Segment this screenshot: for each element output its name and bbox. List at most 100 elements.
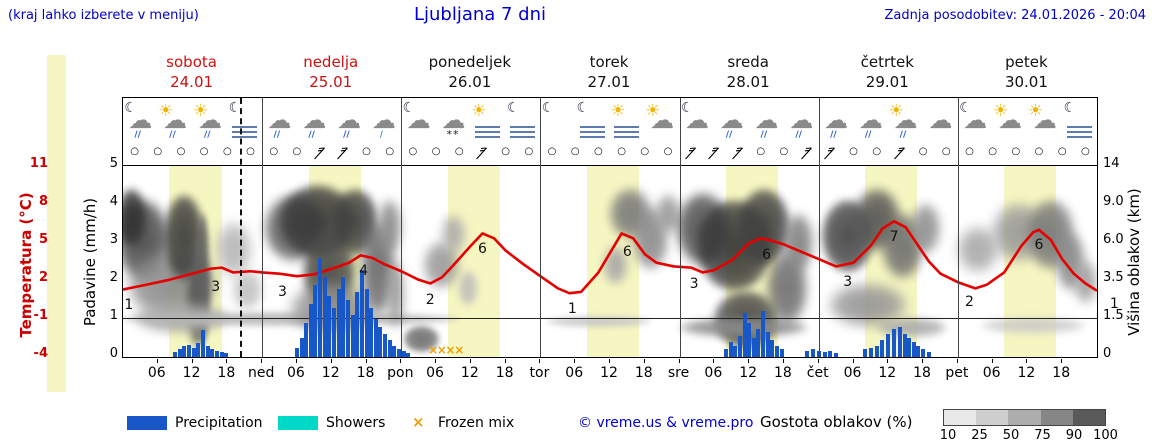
time-tick-label: čet <box>806 365 829 381</box>
time-tick <box>817 359 819 363</box>
precip-bar <box>205 345 210 357</box>
moon-icon: ☾ <box>507 100 520 116</box>
day-date: 30.01 <box>1004 72 1048 91</box>
precip-bar <box>210 348 215 357</box>
temp-value-label: 6 <box>1034 237 1044 254</box>
cloud-icon: ☁ <box>371 106 396 134</box>
weather-icon: ☀ ☁ <box>992 100 1028 142</box>
precip-bar <box>341 277 346 357</box>
temp-value-label: 4 <box>359 262 369 279</box>
day-header: četrtek 29.01 <box>861 53 914 92</box>
precip-bar <box>294 347 299 357</box>
wind-calm-icon: ○ <box>408 146 418 157</box>
cloud-icon: ☁ <box>754 106 779 134</box>
precip-bar <box>173 352 178 357</box>
cloud-icon: ☁ <box>928 106 953 134</box>
wind-calm-icon: ○ <box>176 146 186 157</box>
cloud-icon: ☁ <box>197 106 222 134</box>
wind-calm-icon: ○ <box>918 146 928 157</box>
moon-icon: ☾ <box>1063 100 1077 116</box>
weather-icon: ☁// <box>783 100 819 142</box>
meteogram-frame: ☾ ☁//☀ ☁//☀ ☁//☾ ☁//☁//☁//☁ / ☾ ☁ ☁ ** ☀ ☾ ☾ ☾ ☀ ☀ ☁ ☾ ☁ ☁ /… <box>122 97 1119 358</box>
time-tick-label: 12 <box>600 365 618 381</box>
credit-link[interactable]: © vreme.us & vreme.pro <box>578 415 754 431</box>
precip-bar <box>733 345 738 357</box>
moon-icon: ☾ <box>402 100 416 116</box>
cloud-icon: ☁ <box>963 106 988 134</box>
temp-value-label: 3 <box>689 276 699 293</box>
cloud-blob <box>957 226 999 273</box>
time-tick-label: pon <box>387 365 414 381</box>
precip-bar <box>364 288 369 357</box>
precip-bar <box>322 277 327 357</box>
day-name: petek <box>1005 53 1048 71</box>
wind-calm-icon: ○ <box>756 146 766 157</box>
wind-calm-icon: ○ <box>1081 146 1090 157</box>
scale-tick-label: 50 <box>1002 428 1020 443</box>
fog-icon <box>614 126 640 128</box>
rain-icon: // <box>134 130 141 140</box>
precip-bar <box>336 288 341 357</box>
current-time-line <box>239 98 242 357</box>
day-date: 27.01 <box>587 72 631 91</box>
time-tick-label: 06 <box>426 365 444 381</box>
frozen-mix-markers: × × × × <box>123 166 1097 357</box>
time-tick-label: 12 <box>460 365 479 381</box>
cloud-density-scale-ticks: 10 25 50 75 90 100 <box>939 428 1118 443</box>
scale-tick-label: 100 <box>1093 428 1118 443</box>
time-tick <box>852 359 854 363</box>
precip-bar <box>383 334 388 357</box>
weather-icon: ☾ <box>505 100 541 142</box>
weather-icon: ☾ <box>227 100 263 142</box>
wind-barb-icon <box>892 146 907 164</box>
cloud-blob <box>386 261 405 328</box>
day-date: 29.01 <box>865 72 909 91</box>
precip-bar <box>387 339 392 357</box>
weather-icon: ☀ ☁// <box>157 100 193 142</box>
time-tick <box>713 359 715 363</box>
weather-icon: ☁// <box>818 100 854 142</box>
temperature-labels: 1 3 3 4 2 6 1 6 3 6 3 7 2 6 1 <box>123 166 1119 357</box>
time-tick <box>991 359 993 363</box>
wind-calm-icon: ○ <box>431 146 441 157</box>
time-tick-label: 18 <box>1052 365 1071 381</box>
scale-tick-label: 10 <box>939 428 957 443</box>
precip-bar <box>182 346 187 357</box>
axis-tick-label: 2 <box>38 270 48 285</box>
rain-icon: // <box>343 130 350 140</box>
day-headers: sobota 24.01 nedelja 25.01 ponedeljek 26.01 to… <box>122 53 1098 97</box>
axis-tick-label: 5 <box>109 156 118 171</box>
time-tick <box>330 359 332 363</box>
scale-segment <box>1040 410 1073 425</box>
wind-barb-icon <box>707 146 722 164</box>
precip-bar <box>191 347 196 357</box>
wind-calm-icon: ○ <box>640 146 650 157</box>
moon-icon: ☾ <box>680 100 694 116</box>
time-tick <box>922 359 924 363</box>
rain-icon: // <box>725 130 733 140</box>
cloud-blob <box>546 316 651 328</box>
precip-bar <box>756 328 761 357</box>
wind-calm-icon: ○ <box>617 146 626 157</box>
time-tick <box>365 359 367 363</box>
wind-calm-icon: ○ <box>849 146 858 157</box>
cloud-blob <box>459 270 477 305</box>
time-tick <box>678 359 680 363</box>
axis-tick-label: 1 <box>109 308 118 323</box>
weather-icon: ☁// <box>749 100 785 142</box>
rain-icon: // <box>203 130 211 140</box>
precip-bar <box>214 351 219 357</box>
precip-bar <box>299 338 304 357</box>
weather-icon: ☀ ☁ <box>644 100 680 142</box>
cloud-blob <box>656 194 680 233</box>
cloud-icon: ☁ <box>406 106 431 134</box>
cloud-blob <box>783 213 813 271</box>
axis-tick-label: -4 <box>33 346 48 361</box>
day-header: ponedeljek 26.01 <box>429 53 511 92</box>
cloud-icon: ☁ <box>684 106 709 134</box>
scale-segment <box>1008 410 1041 425</box>
time-tick <box>748 359 750 363</box>
day-name: ponedeljek <box>428 53 512 71</box>
rain-icon: // <box>899 130 907 140</box>
